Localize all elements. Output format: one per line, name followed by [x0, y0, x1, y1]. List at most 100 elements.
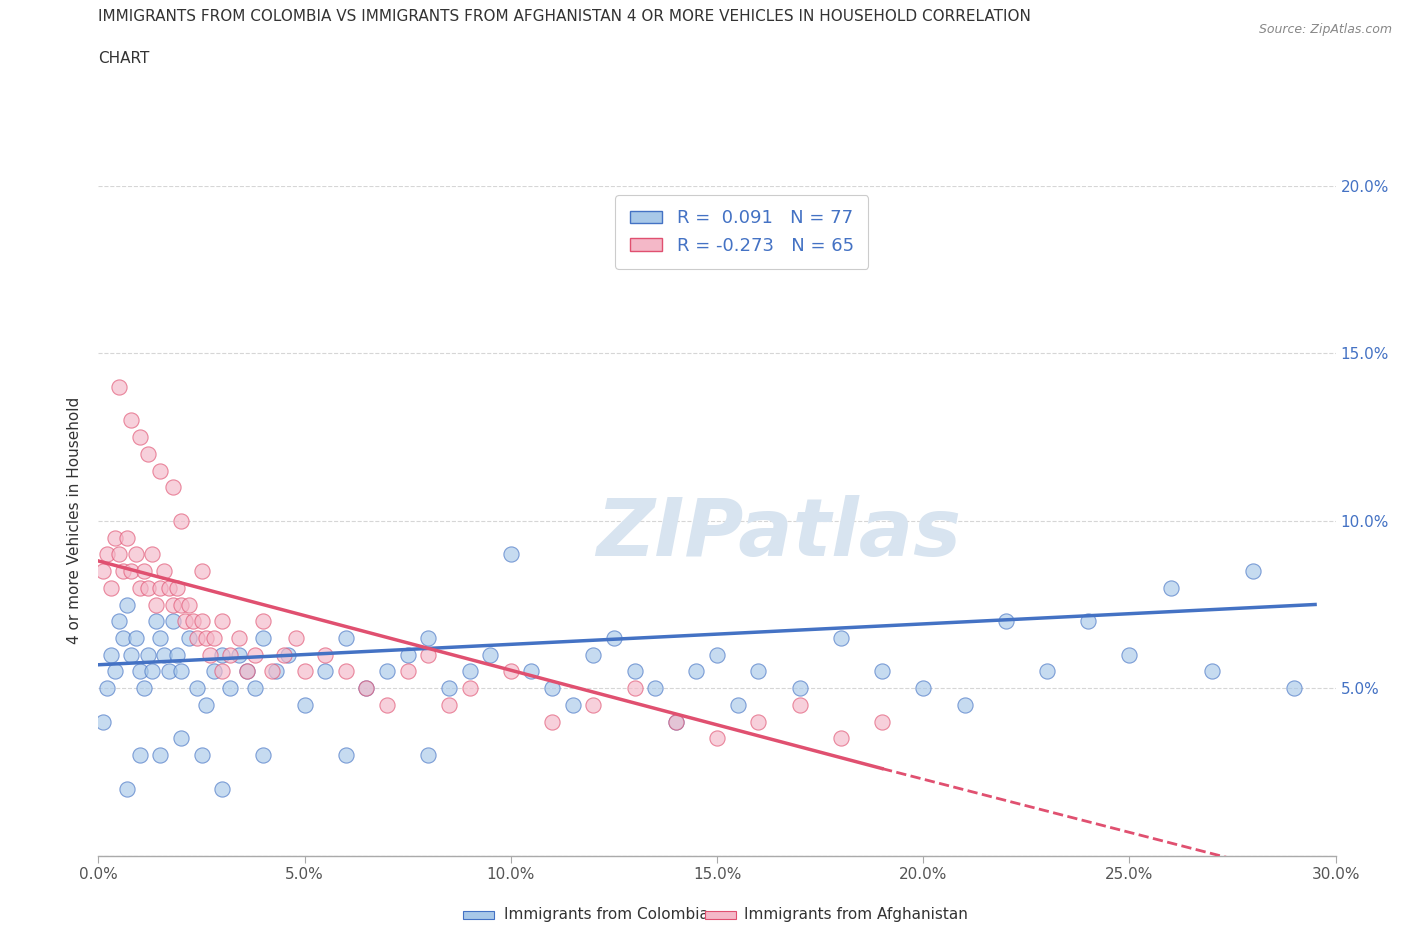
Point — [706, 647, 728, 662]
Point — [91, 564, 114, 578]
Point — [179, 597, 201, 612]
Point — [141, 664, 163, 679]
Legend: R =  0.091   N = 77, R = -0.273   N = 65: R = 0.091 N = 77, R = -0.273 N = 65 — [616, 195, 869, 269]
Point — [541, 714, 564, 729]
Point — [294, 698, 316, 712]
Point — [706, 731, 728, 746]
Point — [136, 647, 159, 662]
Point — [162, 614, 184, 629]
Point — [260, 664, 283, 679]
Point — [136, 446, 159, 461]
Point — [166, 647, 188, 662]
Point — [252, 614, 274, 629]
Point — [128, 430, 150, 445]
Text: CHART: CHART — [98, 51, 150, 66]
Point — [149, 631, 172, 645]
Point — [252, 631, 274, 645]
Point — [747, 714, 769, 729]
Point — [128, 748, 150, 763]
Point — [418, 631, 440, 645]
Point — [870, 664, 893, 679]
Point — [117, 781, 139, 796]
Point — [170, 513, 193, 528]
Point — [335, 748, 357, 763]
Point — [561, 698, 583, 712]
Point — [541, 681, 564, 696]
Point — [136, 580, 159, 595]
Point — [789, 681, 811, 696]
Point — [520, 664, 543, 679]
Point — [104, 530, 127, 545]
Point — [117, 530, 139, 545]
Point — [1160, 580, 1182, 595]
Point — [112, 564, 135, 578]
Point — [396, 647, 419, 662]
Point — [582, 698, 605, 712]
Point — [356, 681, 378, 696]
Point — [108, 614, 131, 629]
Point — [211, 781, 233, 796]
Point — [132, 681, 155, 696]
Point — [375, 664, 398, 679]
Point — [153, 647, 176, 662]
Point — [149, 580, 172, 595]
Point — [236, 664, 259, 679]
Point — [174, 614, 197, 629]
Point — [96, 681, 118, 696]
Point — [145, 597, 167, 612]
Point — [727, 698, 749, 712]
Point — [219, 647, 242, 662]
Point — [157, 580, 180, 595]
Point — [1036, 664, 1059, 679]
Point — [603, 631, 626, 645]
Point — [1118, 647, 1140, 662]
Point — [870, 714, 893, 729]
Point — [1201, 664, 1223, 679]
Point — [132, 564, 155, 578]
Point — [314, 647, 336, 662]
Point — [499, 664, 522, 679]
Point — [104, 664, 127, 679]
Point — [194, 698, 217, 712]
Point — [396, 664, 419, 679]
Point — [314, 664, 336, 679]
Point — [219, 681, 242, 696]
Bar — [704, 911, 735, 919]
Point — [112, 631, 135, 645]
Point — [128, 664, 150, 679]
Point — [285, 631, 308, 645]
Point — [190, 748, 212, 763]
Point — [211, 614, 233, 629]
Point — [170, 664, 193, 679]
Point — [623, 681, 645, 696]
Point — [198, 647, 221, 662]
Point — [179, 631, 201, 645]
Point — [685, 664, 707, 679]
Point — [747, 664, 769, 679]
Point — [157, 664, 180, 679]
Point — [149, 463, 172, 478]
Point — [228, 647, 250, 662]
Point — [243, 647, 266, 662]
Text: ZIPatlas: ZIPatlas — [596, 495, 962, 573]
Text: Source: ZipAtlas.com: Source: ZipAtlas.com — [1258, 23, 1392, 36]
Point — [375, 698, 398, 712]
Point — [1241, 564, 1264, 578]
Point — [149, 748, 172, 763]
Point — [162, 480, 184, 495]
Point — [211, 647, 233, 662]
Point — [162, 597, 184, 612]
Point — [190, 614, 212, 629]
Point — [1284, 681, 1306, 696]
Point — [479, 647, 502, 662]
Point — [170, 597, 193, 612]
Point — [1077, 614, 1099, 629]
Point — [418, 647, 440, 662]
Point — [994, 614, 1017, 629]
Point — [953, 698, 976, 712]
Point — [190, 564, 212, 578]
Point — [117, 597, 139, 612]
Point — [273, 647, 295, 662]
Point — [830, 731, 852, 746]
Point — [100, 580, 122, 595]
